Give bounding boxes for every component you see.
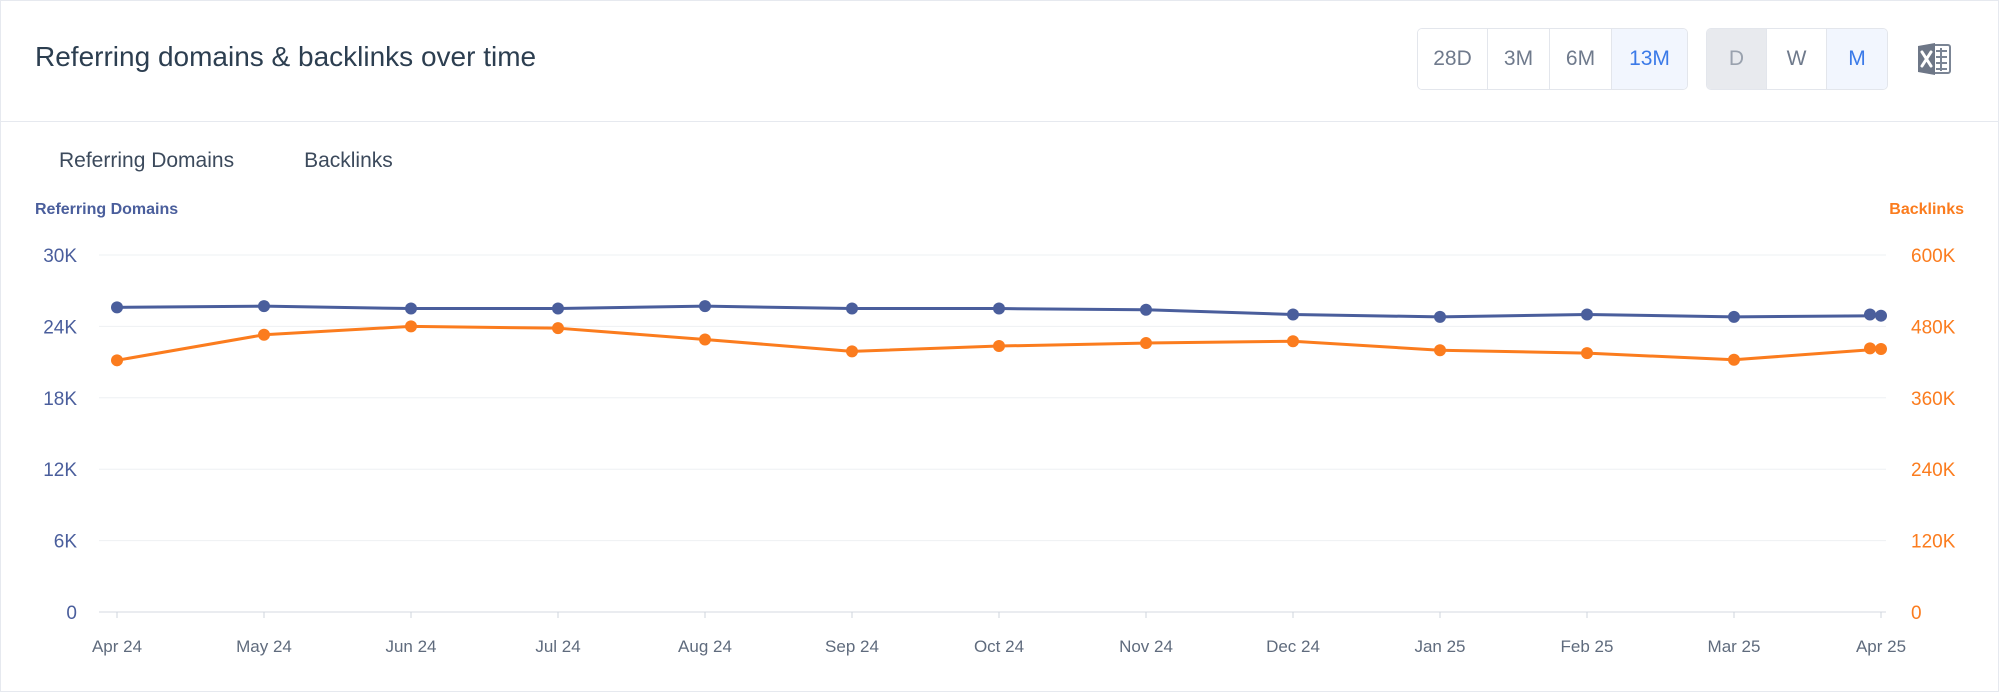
backlinks-projected-point (1864, 342, 1876, 355)
referring-domains-point (405, 302, 417, 315)
x-tick-label: Apr 25 (1856, 637, 1906, 656)
backlinks-point (993, 340, 1005, 353)
referring-domains-projected-point (1864, 308, 1876, 321)
range-button-3m[interactable]: 3M (1488, 29, 1550, 89)
backlinks-point (1434, 344, 1446, 357)
right-tick-label: 360K (1911, 389, 1956, 410)
backlinks-point (699, 333, 711, 346)
x-tick-label: Jun 24 (385, 637, 436, 656)
right-tick-label: 240K (1911, 460, 1956, 481)
backlinks-point (1875, 343, 1887, 356)
referring-domains-point (258, 300, 270, 313)
tab-referring-domains[interactable]: Referring Domains (59, 149, 235, 172)
x-tick-label: Sep 24 (825, 637, 879, 656)
backlinks-point (111, 354, 123, 367)
x-tick-label: Nov 24 (1119, 637, 1173, 656)
x-tick-label: Dec 24 (1266, 637, 1320, 656)
backlinks-point (405, 320, 417, 333)
referring-domains-point (111, 301, 123, 314)
x-tick-label: Jul 24 (535, 637, 580, 656)
x-tick-label: Jan 25 (1414, 637, 1465, 656)
backlinks-point (1287, 335, 1299, 348)
right-tick-label: 480K (1911, 317, 1956, 338)
referring-domains-point (1140, 303, 1152, 316)
x-tick-label: Oct 24 (974, 637, 1024, 656)
referring-domains-point (1728, 310, 1740, 323)
granularity-button-m[interactable]: M (1827, 29, 1887, 89)
backlinks-point (1581, 347, 1593, 360)
left-tick-label: 24K (43, 317, 77, 338)
range-button-group: 28D 3M 6M 13M (1417, 28, 1688, 90)
granularity-button-w[interactable]: W (1767, 29, 1827, 89)
referring-domains-point (846, 302, 858, 315)
x-tick-label: Mar 25 (1708, 637, 1761, 656)
left-tick-label: 12K (43, 460, 77, 481)
backlinks-point (1728, 353, 1740, 366)
referring-domains-point (1875, 309, 1887, 322)
x-tick-label: Aug 24 (678, 637, 732, 656)
backlinks-point (552, 322, 564, 335)
left-axis-title: Referring Domains (35, 201, 179, 218)
backlinks-point (846, 345, 858, 358)
right-axis-title: Backlinks (1889, 201, 1964, 218)
referring-domains-point (1287, 308, 1299, 321)
x-tick-label: May 24 (236, 637, 292, 656)
range-button-13m[interactable]: 13M (1612, 29, 1687, 89)
right-tick-label: 0 (1911, 603, 1922, 624)
left-tick-label: 18K (43, 389, 77, 410)
referring-domains-point (699, 300, 711, 313)
left-tick-label: 6K (54, 532, 78, 553)
range-button-28d[interactable]: 28D (1418, 29, 1488, 89)
right-tick-label: 120K (1911, 532, 1956, 553)
range-button-6m[interactable]: 6M (1550, 29, 1612, 89)
tab-backlinks[interactable]: Backlinks (304, 149, 393, 172)
chart-title: Referring domains & backlinks over time (35, 41, 537, 72)
backlinks-point (1140, 337, 1152, 350)
excel-icon[interactable] (1916, 40, 1952, 78)
tab-bar: Referring Domains Backlinks (59, 149, 393, 173)
referring-domains-point (552, 302, 564, 315)
left-tick-label: 30K (43, 246, 77, 267)
referring-domains-point (1434, 310, 1446, 323)
referring-domains-point (993, 302, 1005, 315)
right-tick-label: 600K (1911, 246, 1956, 267)
card-header: Referring domains & backlinks over time … (1, 1, 1998, 122)
left-tick-label: 0 (66, 603, 77, 624)
x-tick-label: Apr 24 (92, 637, 142, 656)
referring-domains-point (1581, 308, 1593, 321)
x-tick-label: Feb 25 (1561, 637, 1614, 656)
backlinks-point (258, 328, 270, 341)
granularity-button-d[interactable]: D (1707, 29, 1767, 89)
